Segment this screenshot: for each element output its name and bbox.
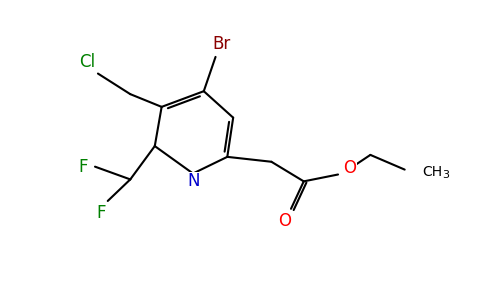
Text: Cl: Cl [79, 53, 95, 71]
Text: 3: 3 [442, 170, 449, 181]
Text: N: N [188, 172, 200, 190]
Text: O: O [343, 159, 356, 177]
Text: F: F [78, 158, 88, 176]
Text: O: O [278, 212, 290, 230]
Text: CH: CH [423, 165, 442, 178]
Text: F: F [96, 204, 106, 222]
Text: Br: Br [212, 35, 230, 53]
